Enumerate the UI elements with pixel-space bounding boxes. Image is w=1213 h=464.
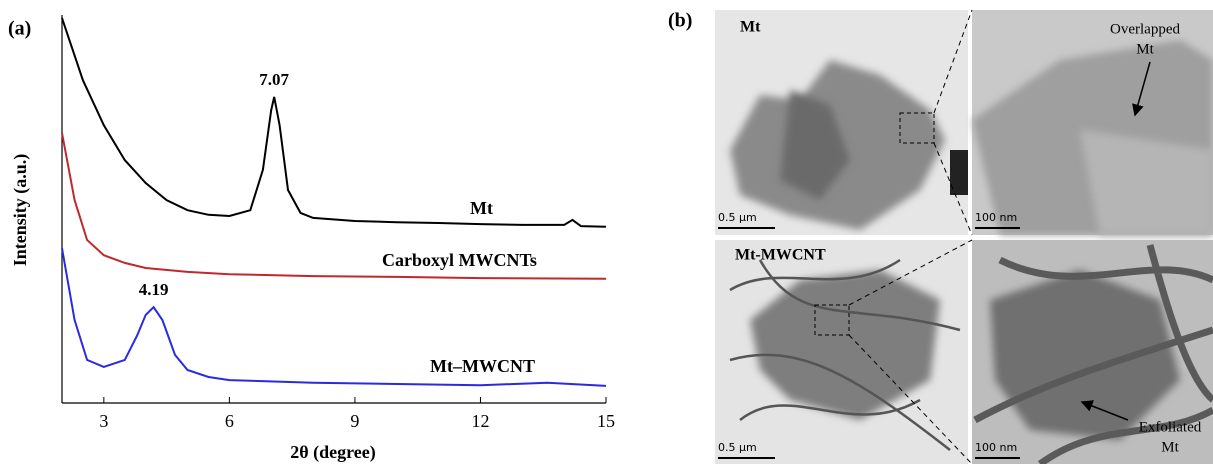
image-annotation: Overlapped	[1110, 21, 1180, 37]
image-annotation: Exfoliated	[1139, 419, 1202, 435]
peak-label: 7.07	[259, 70, 289, 89]
panel-label: (a)	[8, 18, 31, 40]
series-label: Carboxyl MWCNTs	[382, 250, 537, 270]
tem-image	[972, 10, 1213, 235]
tem-image	[715, 10, 968, 235]
series-label: Mt–MWCNT	[430, 356, 535, 376]
peak-label: 4.19	[139, 280, 169, 299]
series-label: Mt	[470, 198, 493, 218]
figure: (a) 2θ (degree) Intensity (a.u.) (b) Mt …	[0, 0, 1213, 464]
image-annotation: Mt	[1136, 41, 1154, 57]
scale-bar-label: 100 nm	[975, 441, 1017, 454]
x-axis-label: 2θ (degree)	[290, 442, 376, 463]
x-tick-label: 6	[225, 411, 234, 431]
series-line	[62, 18, 606, 227]
scale-bar-label: 0.5 µm	[718, 441, 757, 454]
image-label: Mt	[740, 19, 761, 36]
x-tick-label: 12	[471, 411, 489, 431]
y-axis-label: Intensity (a.u.)	[10, 154, 31, 267]
x-tick-label: 15	[597, 411, 615, 431]
scale-bar-label: 0.5 µm	[718, 211, 757, 224]
image-label: Mt-MWCNT	[735, 247, 826, 264]
tem-image	[715, 240, 968, 464]
panel-label: (b)	[668, 10, 692, 32]
x-tick-label: 3	[99, 411, 108, 431]
image-annotation: Mt	[1161, 439, 1179, 455]
x-tick-label: 9	[350, 411, 359, 431]
scale-bar-label: 100 nm	[975, 211, 1017, 224]
